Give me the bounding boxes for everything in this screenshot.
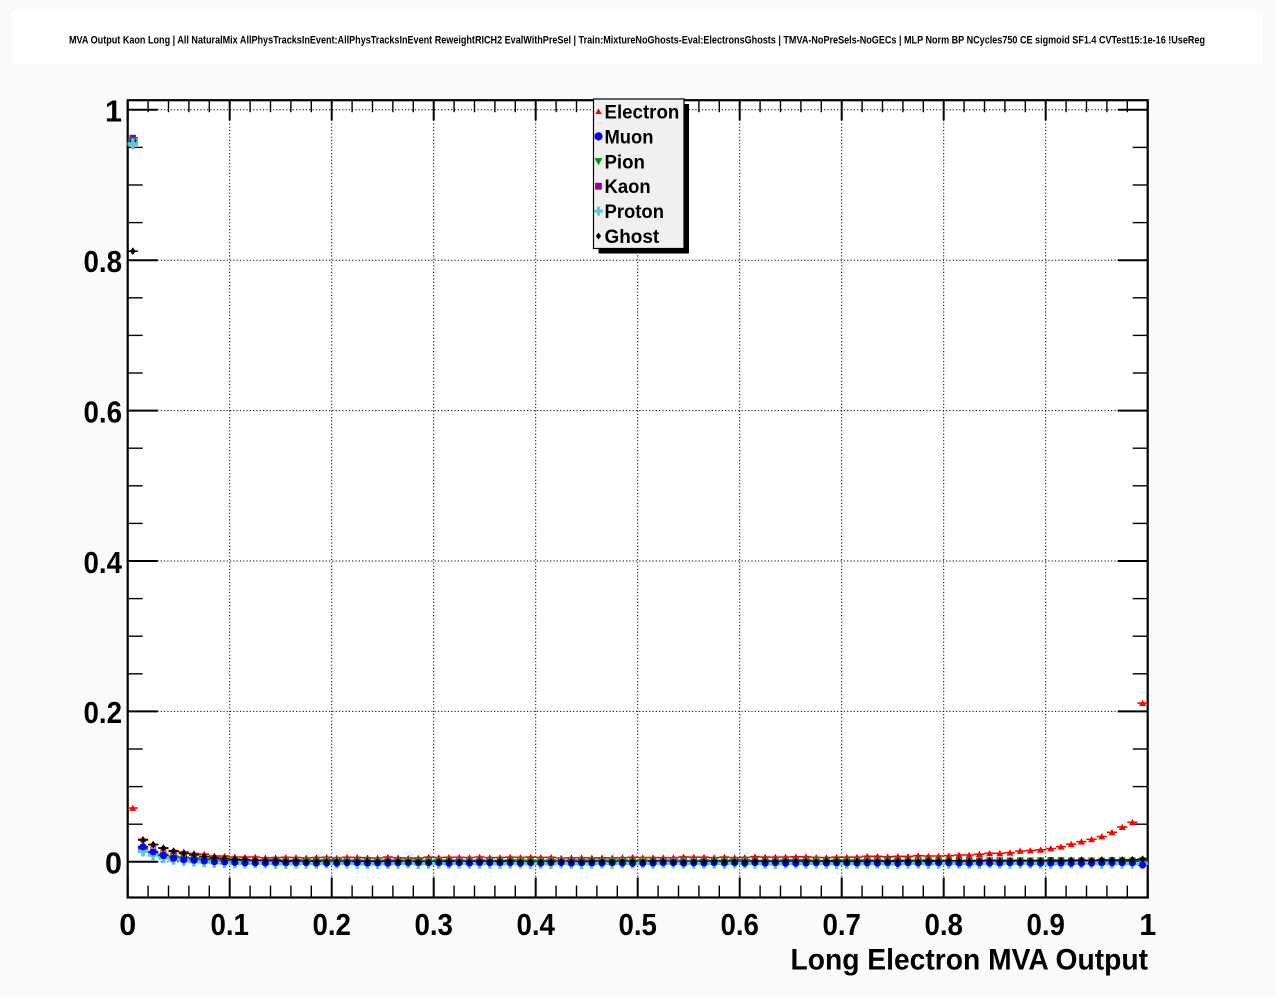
svg-text:1: 1 — [105, 95, 122, 129]
svg-text:Ghost: Ghost — [605, 227, 660, 248]
svg-text:0.1: 0.1 — [210, 908, 249, 942]
svg-text:0.4: 0.4 — [84, 546, 123, 580]
svg-text:0: 0 — [119, 908, 136, 942]
svg-text:Long Electron MVA Output: Long Electron MVA Output — [791, 944, 1149, 977]
svg-text:Proton: Proton — [605, 202, 665, 223]
svg-text:0.9: 0.9 — [1026, 908, 1065, 942]
svg-text:0.2: 0.2 — [312, 908, 351, 942]
svg-text:1: 1 — [1139, 908, 1156, 942]
svg-text:0.5: 0.5 — [618, 908, 657, 942]
svg-text:0.2: 0.2 — [84, 696, 123, 730]
svg-text:0.3: 0.3 — [414, 908, 453, 942]
svg-text:Electron: Electron — [605, 103, 680, 124]
svg-text:0.8: 0.8 — [924, 908, 963, 942]
svg-text:Muon: Muon — [605, 127, 654, 148]
svg-text:0.4: 0.4 — [516, 908, 555, 942]
svg-text:0: 0 — [105, 847, 122, 881]
svg-text:Pion: Pion — [605, 152, 645, 173]
svg-text:0.6: 0.6 — [720, 908, 759, 942]
svg-text:Kaon: Kaon — [605, 177, 651, 198]
svg-text:0.8: 0.8 — [84, 245, 123, 279]
svg-text:0.6: 0.6 — [84, 395, 123, 429]
svg-text:0.7: 0.7 — [822, 908, 861, 942]
svg-text:MVA Output Kaon Long | All Nat: MVA Output Kaon Long | All NaturalMix Al… — [69, 34, 1205, 46]
